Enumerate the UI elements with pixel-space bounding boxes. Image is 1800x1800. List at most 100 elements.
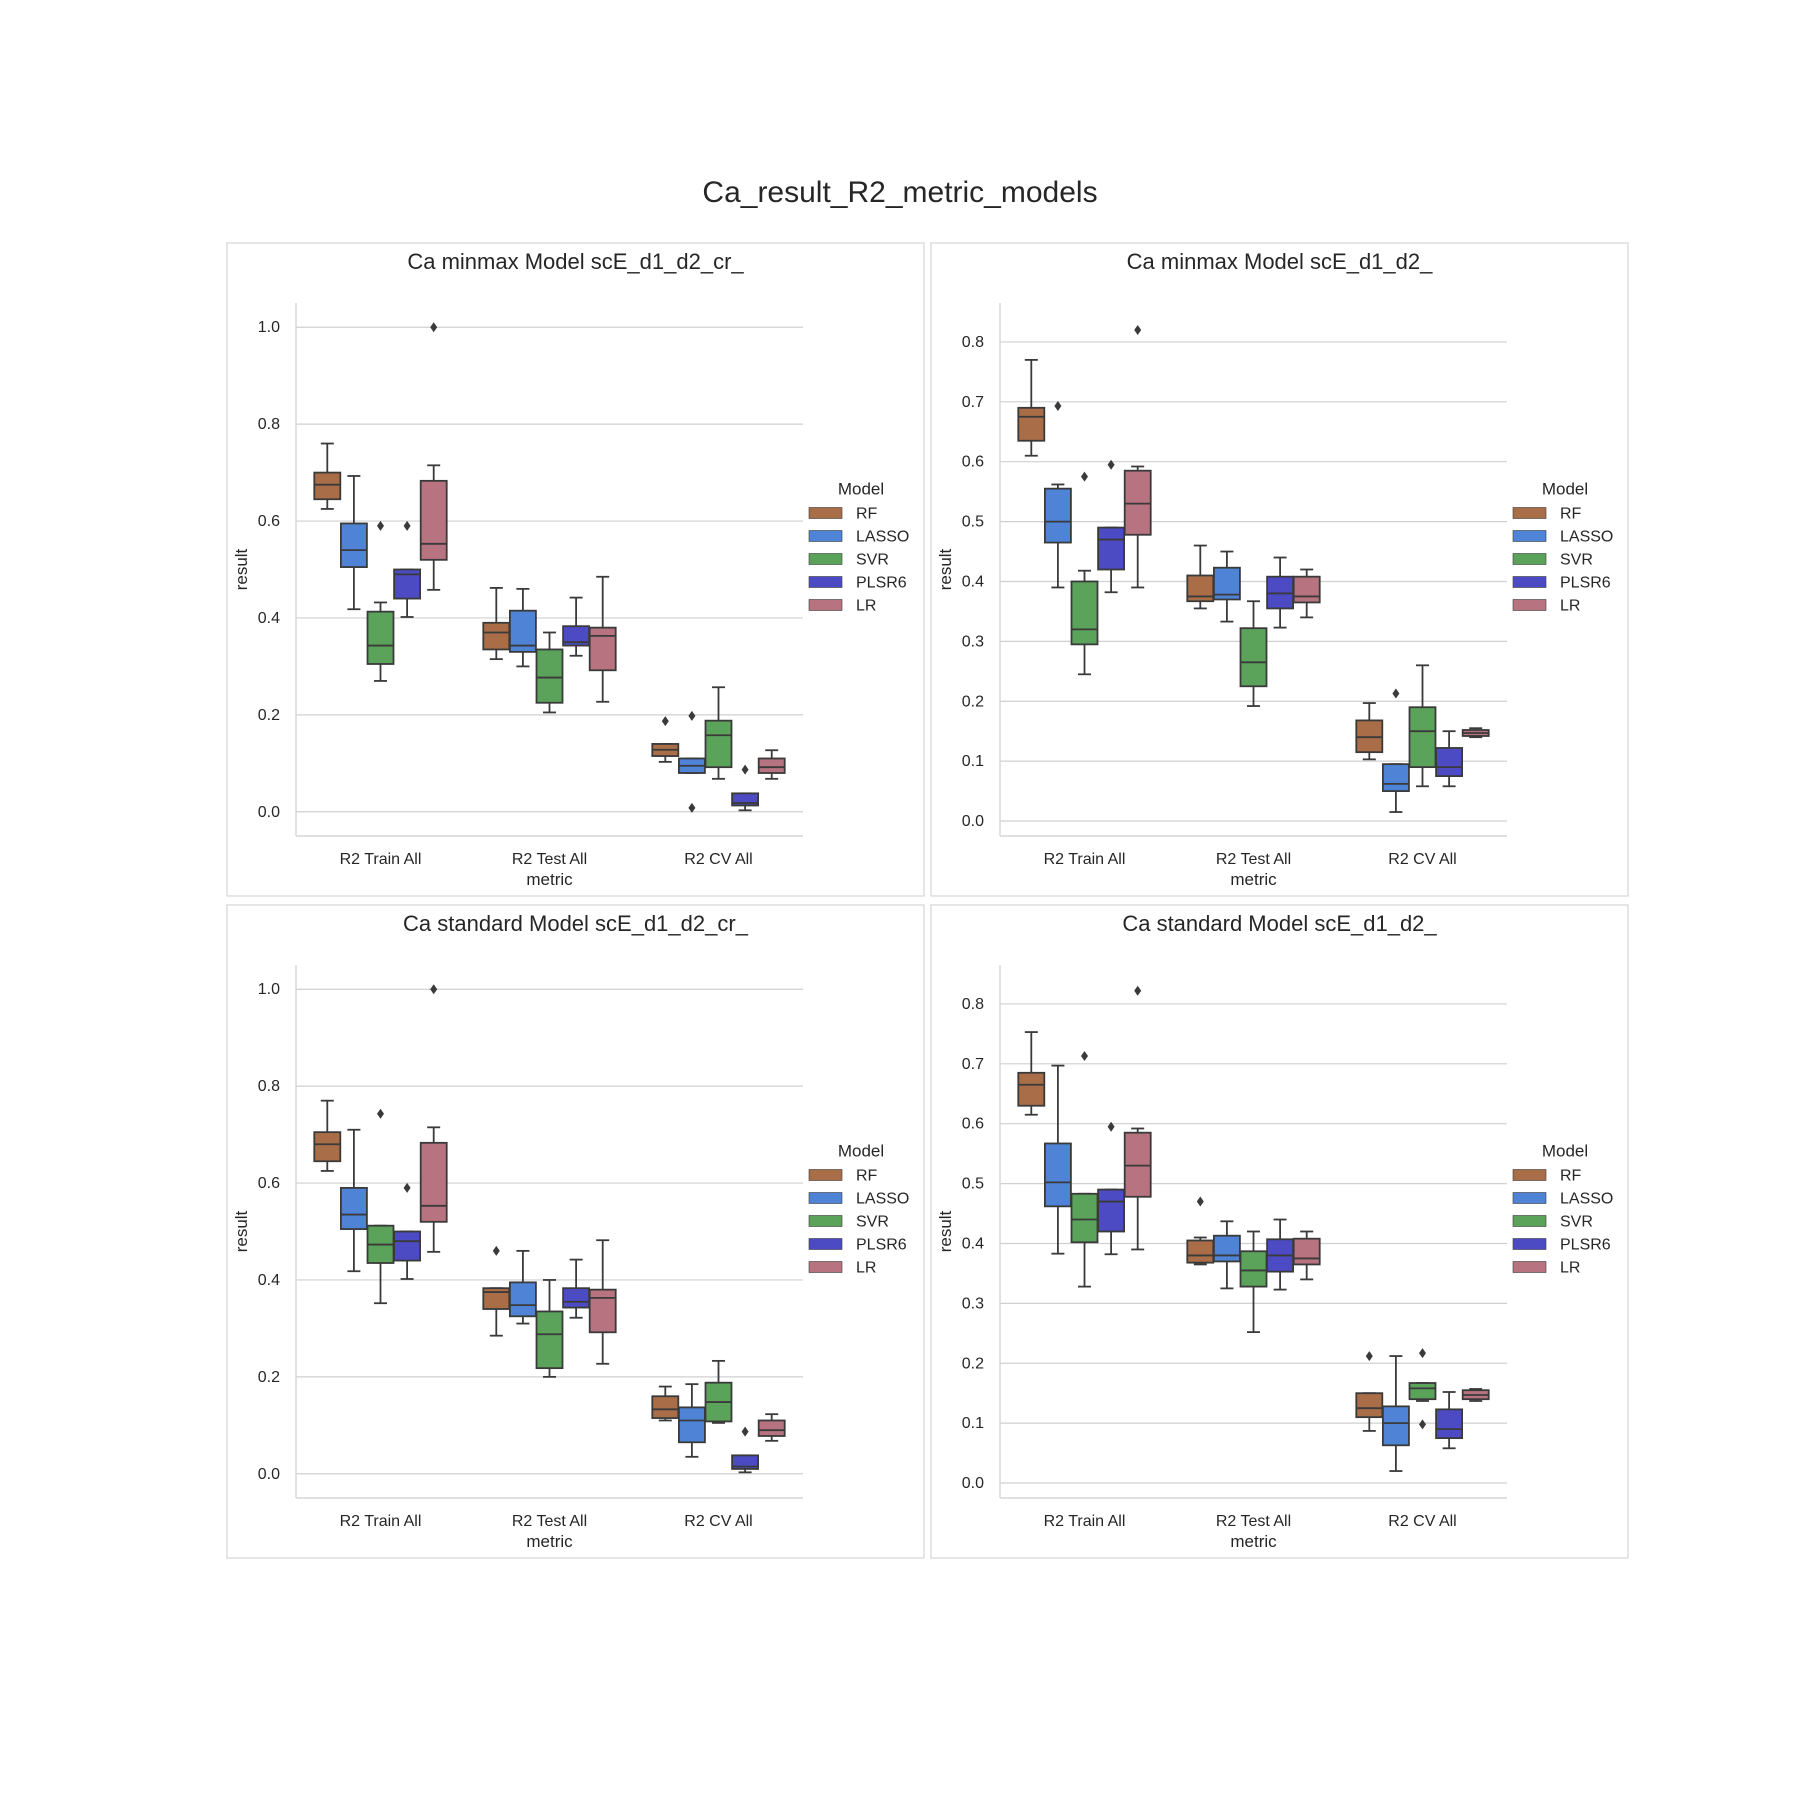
box-body (731, 1454, 759, 1470)
box-lr-r2-train-all (419, 984, 448, 1253)
y-tick-label: 0.8 (962, 996, 984, 1013)
box-lr-r2-test-all (588, 1239, 617, 1365)
x-tick-label: R2 CV All (684, 851, 752, 868)
box-lasso-r2-test-all (508, 1249, 537, 1325)
y-tick-label: 1.0 (258, 319, 280, 336)
legend-label: SVR (1560, 552, 1593, 569)
x-axis-label: metric (1230, 1532, 1277, 1551)
box-plsr6-r2-cv-all (1435, 1391, 1463, 1450)
outlier-marker (1419, 1419, 1426, 1430)
outlier-marker (741, 1426, 749, 1437)
panel-title: Ca minmax Model scE_d1_d2_cr_ (407, 249, 744, 274)
y-tick-label: 0.8 (962, 334, 984, 351)
box-body (482, 621, 511, 651)
box-plsr6-r2-train-all (1097, 459, 1125, 594)
y-tick-label: 0.3 (962, 633, 984, 650)
box-lr-r2-test-all (1292, 568, 1321, 619)
legend-swatch (808, 1238, 843, 1250)
legend-title: Model (838, 1142, 884, 1161)
legend-item-lr: LR (1512, 598, 1580, 615)
legend-item-lr: LR (808, 598, 876, 615)
box-svr-r2-cv-all (1408, 1348, 1437, 1430)
legend-label: LR (1560, 1260, 1580, 1277)
box-body (1017, 406, 1046, 442)
box-body (535, 648, 564, 704)
legend-item-lr: LR (1512, 1260, 1580, 1277)
y-tick-label: 0.0 (962, 1475, 984, 1492)
box-rf-r2-test-all (1186, 1196, 1215, 1266)
outlier-marker (661, 716, 669, 727)
outlier-marker (377, 520, 384, 531)
y-tick-label: 0.6 (962, 454, 984, 471)
outlier-marker (1081, 471, 1088, 482)
box-body (313, 471, 342, 501)
legend-item-rf: RF (808, 506, 878, 523)
legend-item-lasso: LASSO (1512, 1191, 1613, 1208)
outlier-marker (430, 984, 438, 995)
legend-label: LR (1560, 598, 1580, 615)
legend-swatch (1512, 1261, 1547, 1273)
legend-label: PLSR6 (856, 575, 907, 592)
box-plsr6-r2-cv-all (731, 1426, 759, 1474)
box-svr-r2-test-all (1239, 600, 1268, 707)
outlier-marker (492, 1245, 500, 1256)
box-svr-r2-cv-all (704, 686, 733, 780)
y-tick-label: 1.0 (258, 981, 280, 998)
outlier-marker (430, 322, 438, 333)
legend-swatch (808, 553, 843, 565)
legend-label: RF (1560, 1168, 1582, 1185)
box-body (1382, 763, 1410, 792)
legend-swatch (808, 1192, 843, 1204)
legend-item-plsr6: PLSR6 (808, 575, 907, 592)
box-body (1044, 487, 1072, 544)
legend-label: SVR (856, 1214, 889, 1231)
panel-3: Ca standard Model scE_d1_d2_cr_ 0.0 0.2 0.4… (226, 904, 925, 1559)
x-tick-label: R2 Test All (512, 851, 587, 868)
box-rf-r2-train-all (1017, 358, 1046, 457)
legend-item-rf: RF (1512, 506, 1582, 523)
box-body (1186, 1239, 1215, 1264)
legend-title: Model (1542, 480, 1588, 499)
y-tick-label: 0.6 (962, 1116, 984, 1133)
legend-item-svr: SVR (1512, 552, 1593, 569)
y-tick-label: 0.4 (258, 1272, 280, 1289)
y-tick-label: 0.1 (962, 753, 984, 770)
y-tick-label: 0.2 (962, 1355, 984, 1372)
legend-swatch (1512, 576, 1547, 588)
x-tick-label: R2 Test All (1216, 1513, 1291, 1530)
legend-label: SVR (1560, 1214, 1593, 1231)
y-tick-label: 0.0 (258, 1466, 280, 1483)
legend-label: LASSO (856, 1191, 909, 1208)
legend-item-svr: SVR (808, 552, 889, 569)
legend-item-lasso: LASSO (1512, 529, 1613, 546)
y-axis-label: result (232, 1210, 251, 1252)
box-body (339, 522, 368, 568)
box-body (1186, 574, 1215, 603)
legend-swatch (1512, 1192, 1547, 1204)
legend-swatch (808, 1261, 843, 1273)
outlier-marker (1134, 985, 1142, 996)
panel-frame (226, 904, 925, 1559)
y-tick-label: 0.1 (962, 1415, 984, 1432)
box-lr-r2-cv-all (1461, 727, 1490, 739)
legend-swatch (1512, 507, 1547, 519)
legend-swatch (808, 599, 843, 611)
box-lr-r2-test-all (1292, 1230, 1321, 1281)
box-svr-r2-train-all (1070, 1051, 1099, 1288)
legend-label: RF (856, 1168, 878, 1185)
box-plsr6-r2-cv-all (1435, 730, 1463, 788)
panel-title: Ca standard Model scE_d1_d2_cr_ (403, 911, 749, 936)
legend-item-rf: RF (1512, 1168, 1582, 1185)
box-body (1292, 1237, 1321, 1266)
x-tick-label: R2 CV All (1388, 1513, 1456, 1530)
outlier-marker (688, 710, 696, 721)
box-lasso-r2-cv-all (678, 1383, 706, 1458)
legend: Model RF LASSO SVR PLSR6 LR (808, 480, 909, 615)
box-svr-r2-test-all (1239, 1230, 1268, 1334)
legend-swatch (1512, 599, 1547, 611)
box-body (1213, 1234, 1241, 1263)
y-tick-label: 0.6 (258, 1175, 280, 1192)
box-body (419, 1141, 448, 1223)
box-body (339, 1186, 368, 1230)
legend-label: PLSR6 (856, 1237, 907, 1254)
